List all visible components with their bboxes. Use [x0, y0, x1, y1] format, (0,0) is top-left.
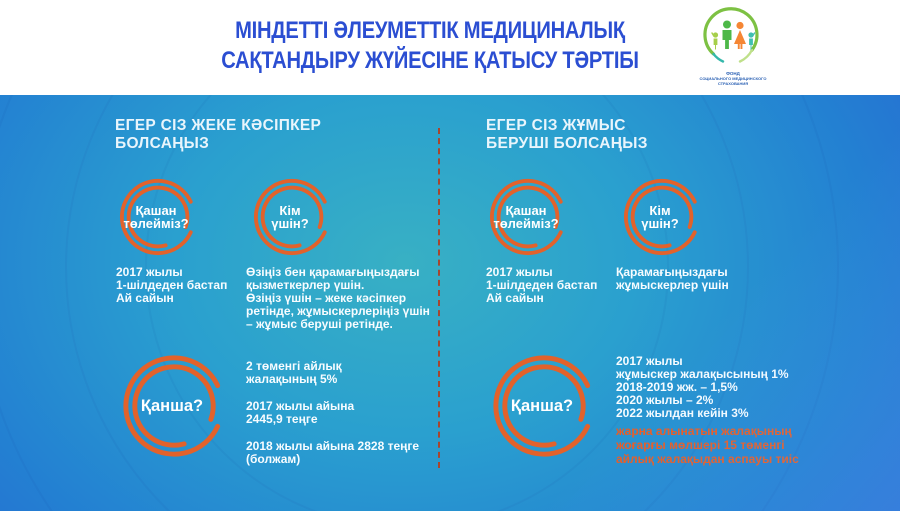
right-howmuch-text: 2017 жылы жұмыскер жалақысының 1% 2018-2…: [616, 355, 846, 467]
spiral-ring-icon: [493, 355, 591, 457]
left-howmuch-text: 2 төменгі айлық жалақының 5% 2017 жылы а…: [246, 359, 420, 466]
page-title-line1: МІНДЕТТІ ӘЛЕУМЕТТІК МЕДИЦИНАЛЫҚ: [235, 17, 625, 44]
left-when-ring: Қашан төлейміз?: [116, 175, 200, 259]
right-who-ring: Кім үшін?: [620, 175, 704, 259]
left-howmuch-label: Қанша?: [140, 396, 204, 415]
spiral-ring-icon: [119, 178, 193, 256]
fund-logo-caption-line3: СТРАХОВАНИЯ: [717, 81, 749, 86]
spiral-ring-icon: [489, 178, 563, 256]
spiral-ring-icon: [623, 178, 697, 256]
column-divider: [438, 128, 440, 468]
right-when-text: 2017 жылы 1-шілдеден бастап Ай сайын: [486, 265, 598, 305]
left-heading-line1: ЕГЕР СІЗ ЖЕКЕ КӘСІПКЕР: [115, 117, 322, 134]
left-who-label: Кім үшін?: [271, 202, 309, 231]
content-area: ЕГЕР СІЗ ЖЕКЕ КӘСІПКЕР БОЛСАҢЫЗ Қашан тө…: [0, 95, 900, 511]
left-who-text: Өзіңіз бен қарамағыңыздағы қызметкерлер …: [246, 265, 430, 331]
left-column-heading: ЕГЕР СІЗ ЖЕКЕ КӘСІПКЕР БОЛСАҢЫЗ: [115, 117, 321, 152]
left-when-label: Қашан төлейміз?: [123, 202, 189, 231]
right-when-ring: Қашан төлейміз?: [486, 175, 570, 259]
left-howmuch-ring: Қанша?: [118, 350, 230, 462]
fund-logo-caption-line1: ФОНД: [726, 71, 740, 76]
right-column-heading: ЕГЕР СІЗ ЖҰМЫС БЕРУШІ БОЛСАҢЫЗ: [486, 117, 648, 152]
left-who-ring: Кім үшін?: [250, 175, 334, 259]
spiral-ring-icon: [123, 355, 221, 457]
right-when-label: Қашан төлейміз?: [493, 202, 559, 231]
right-howmuch-ring: Қанша?: [488, 350, 600, 462]
family-logo-icon: [703, 7, 759, 63]
right-howmuch-label: Қанша?: [510, 396, 574, 415]
spiral-ring-icon: [253, 178, 327, 256]
right-who-text: Қарамағыңыздағы жұмыскерлер үшін: [616, 265, 729, 292]
header: МІНДЕТТІ ӘЛЕУМЕТТІК МЕДИЦИНАЛЫҚ САҚТАНДЫ…: [0, 0, 900, 95]
fund-logo-caption: ФОНД СОЦИАЛЬНОГО МЕДИЦИНСКОГО СТРАХОВАНИ…: [696, 71, 770, 86]
page-title-line2: САҚТАНДЫРУ ЖҮЙЕСІНЕ ҚАТЫСУ ТӘРТІБІ: [221, 47, 639, 74]
right-who-label: Кім үшін?: [641, 202, 679, 231]
left-heading-line2: БОЛСАҢЫЗ: [115, 134, 210, 152]
fund-logo-caption-line2: СОЦИАЛЬНОГО МЕДИЦИНСКОГО: [699, 76, 767, 81]
left-when-text: 2017 жылы 1-шілдеден бастап Ай сайын: [116, 265, 228, 305]
page-title: МІНДЕТТІ ӘЛЕУМЕТТІК МЕДИЦИНАЛЫҚ САҚТАНДЫ…: [136, 16, 724, 76]
right-heading-line2: БЕРУШІ БОЛСАҢЫЗ: [486, 134, 648, 152]
fund-logo: ФОНД СОЦИАЛЬНОГО МЕДИЦИНСКОГО СТРАХОВАНИ…: [696, 6, 770, 92]
right-heading-line1: ЕГЕР СІЗ ЖҰМЫС: [486, 117, 626, 134]
right-howmuch-note: жарна алынатын жалақының жоғарғы мөлшері…: [616, 424, 799, 466]
